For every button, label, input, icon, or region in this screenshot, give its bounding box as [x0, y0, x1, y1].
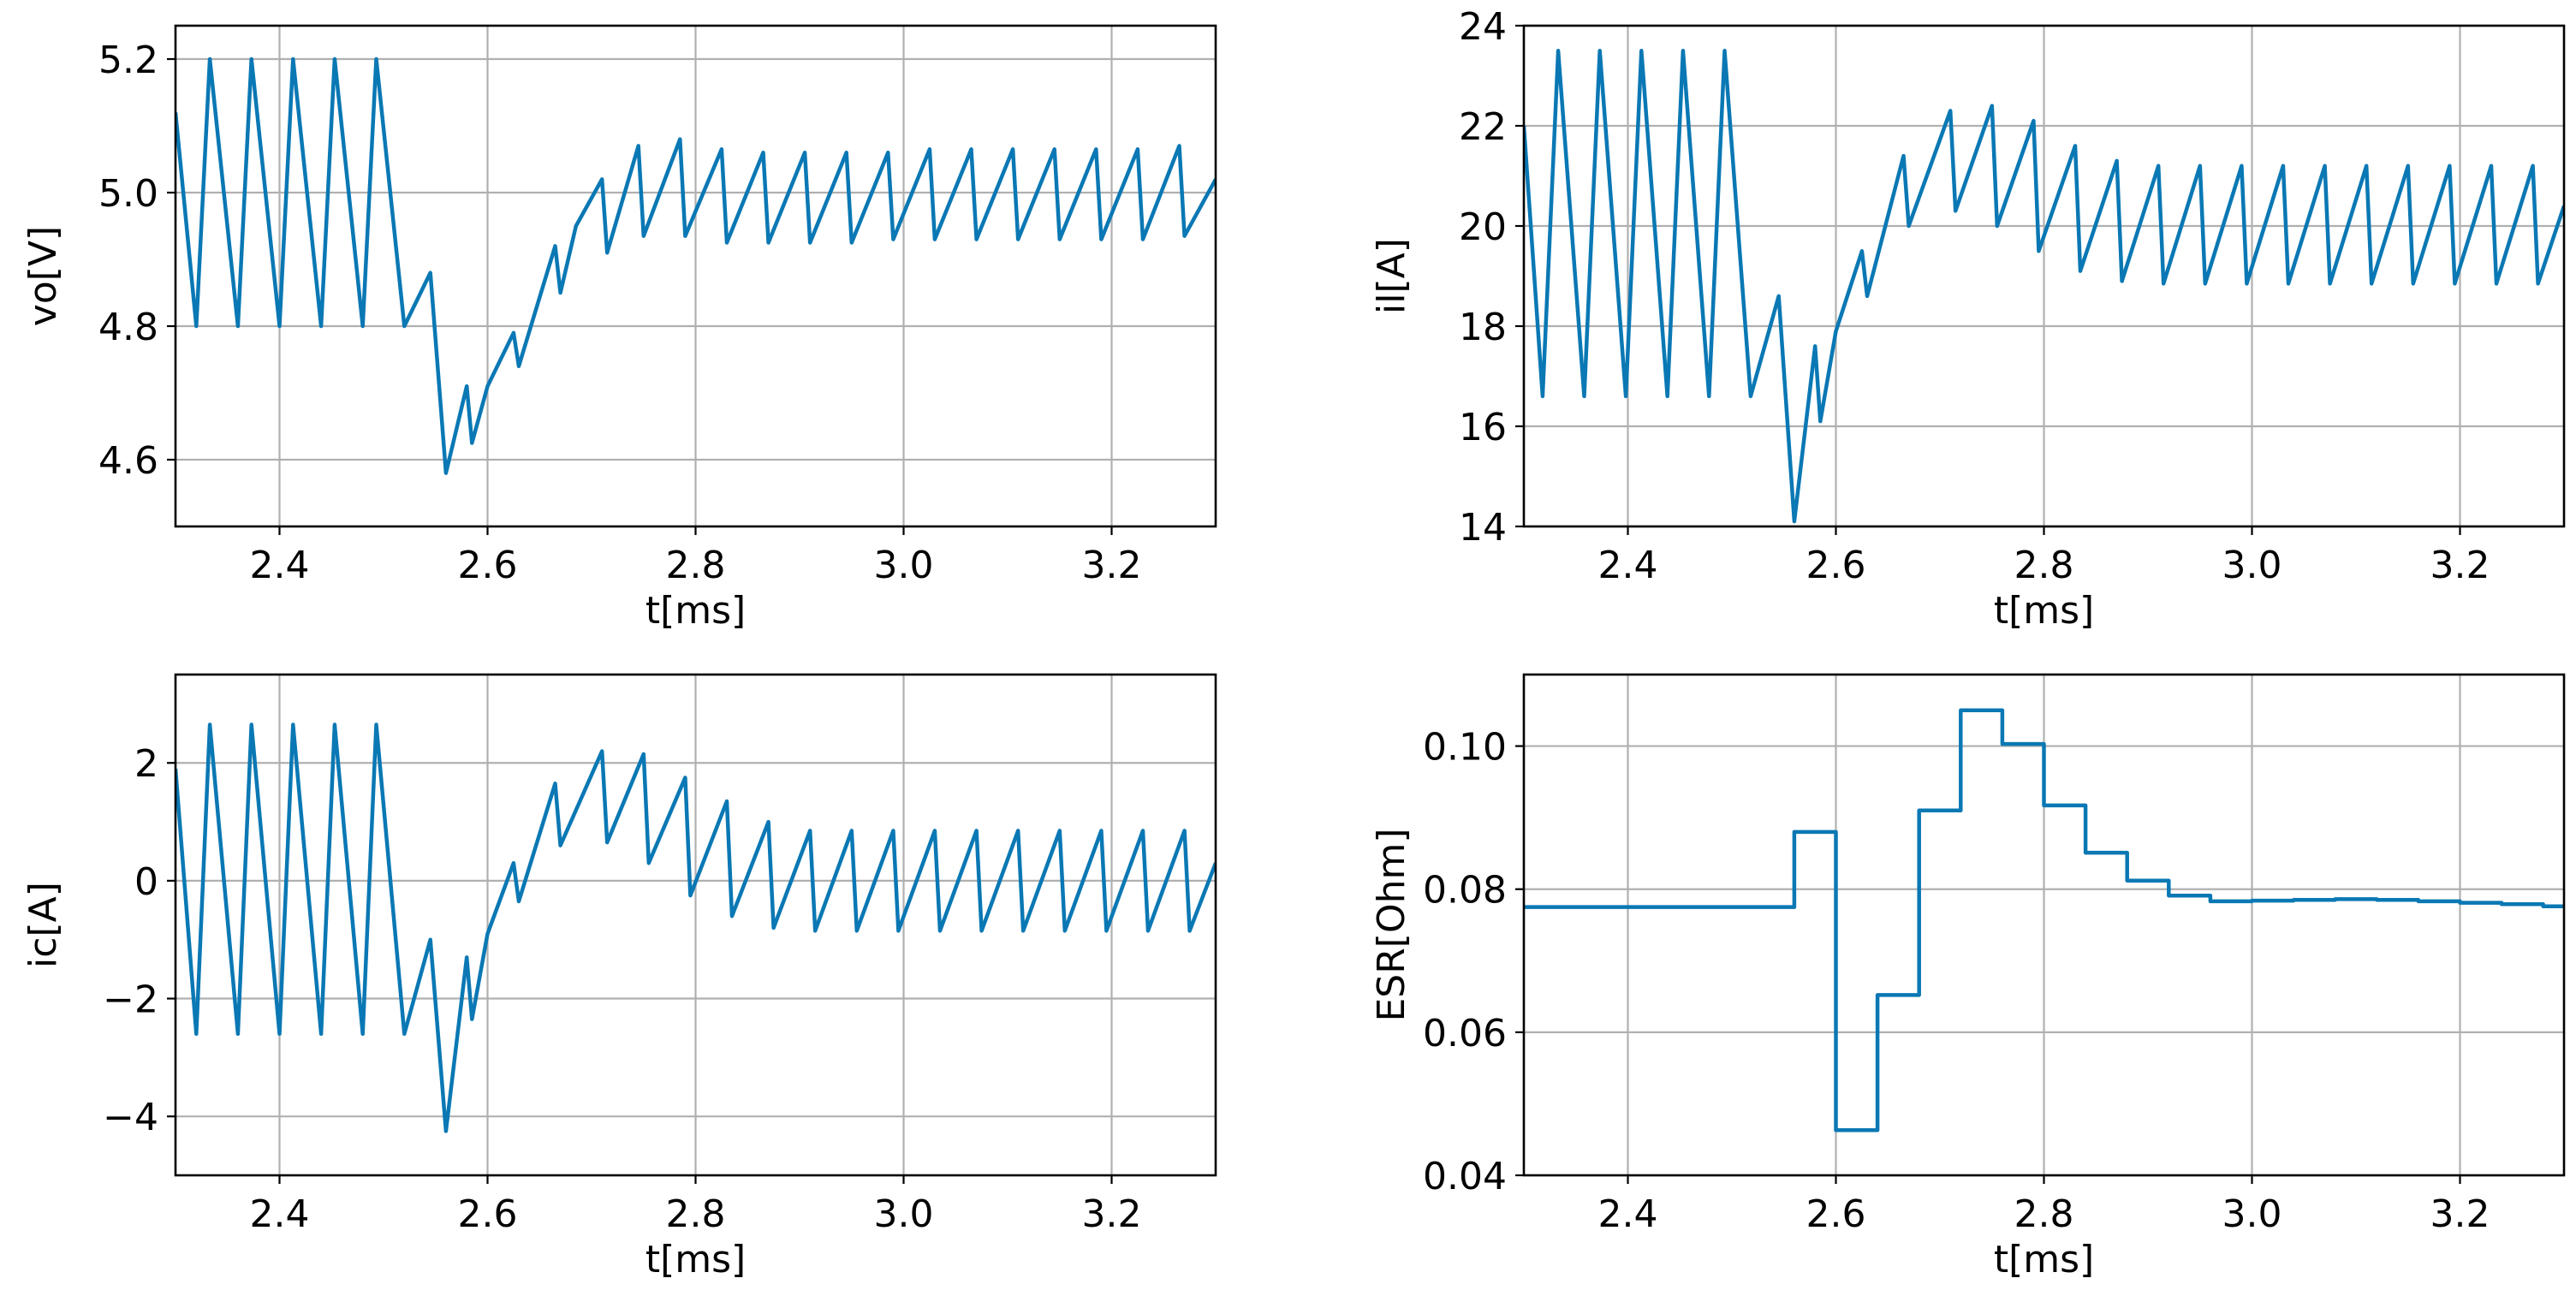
x-tick-label: 3.2 — [2430, 544, 2490, 587]
chart-ic: 2.4 2.6 2.8 3.0 3.2 −4 −2 0 2 t[ms] ic[A] — [21, 673, 1217, 1281]
axes-frame — [1522, 24, 2566, 528]
x-tick-label: 3.2 — [2430, 1192, 2490, 1236]
y-tick-label: 5.2 — [98, 39, 158, 82]
x-tick-label: 2.8 — [666, 1192, 726, 1236]
x-tick-label: 2.4 — [250, 544, 310, 587]
x-tick-label: 2.6 — [458, 544, 518, 587]
y-tick-label: −4 — [103, 1096, 158, 1139]
x-tick-label: 2.6 — [1806, 1192, 1866, 1236]
x-tick-label: 3.0 — [2222, 544, 2282, 587]
x-tick-label: 2.8 — [666, 544, 726, 587]
y-tick-label: 14 — [1459, 506, 1507, 550]
x-tick-label: 2.6 — [1806, 544, 1866, 587]
y-axis-label: il[A] — [1370, 238, 1413, 314]
axes-frame — [174, 673, 1217, 1177]
y-tick-label: 20 — [1459, 205, 1507, 249]
x-tick-label: 3.0 — [874, 544, 934, 587]
x-axis-label: t[ms] — [645, 1238, 746, 1281]
x-axis-label: t[ms] — [1994, 589, 2094, 633]
x-axis-label: t[ms] — [645, 589, 746, 633]
chart-esr: 2.4 2.6 2.8 3.0 3.2 0.04 0.06 0.08 0.10 t[ms] ESR[… — [1370, 673, 2566, 1281]
y-axis-label: ic[A] — [21, 882, 65, 968]
y-tick-label: 0 — [134, 860, 158, 904]
y-tick-label: −2 — [103, 978, 158, 1022]
series-line-ESR — [1524, 708, 2564, 1133]
series-line-il — [1524, 49, 2564, 524]
y-tick-label: 0.08 — [1423, 869, 1507, 913]
y-tick-label: 16 — [1459, 406, 1507, 449]
x-tick-label: 3.2 — [1082, 544, 1142, 587]
chart-il: 2.4 2.6 2.8 3.0 3.2 14 16 18 20 22 24 t[ms] il[A] — [1370, 5, 2566, 633]
y-tick-label: 2 — [134, 742, 158, 786]
x-tick-label: 3.2 — [1082, 1192, 1142, 1236]
x-tick-label: 3.0 — [2222, 1192, 2282, 1236]
y-axis-label: vo[V] — [21, 226, 65, 326]
x-tick-label: 2.4 — [1598, 544, 1658, 587]
y-tick-label: 4.6 — [98, 439, 158, 483]
x-tick-label: 2.8 — [2014, 544, 2074, 587]
y-axis-label: ESR[Ohm] — [1370, 828, 1413, 1021]
series-line-vo — [176, 56, 1216, 475]
y-tick-label: 24 — [1459, 5, 1507, 49]
x-tick-label: 2.8 — [2014, 1192, 2074, 1236]
x-tick-label: 2.6 — [458, 1192, 518, 1236]
x-axis-label: t[ms] — [1994, 1238, 2094, 1281]
x-tick-label: 2.4 — [250, 1192, 310, 1236]
axes-frame — [174, 24, 1217, 528]
y-tick-label: 0.06 — [1423, 1012, 1507, 1055]
series-line-ic — [176, 722, 1216, 1133]
chart-vo: 2.4 2.6 2.8 3.0 3.2 4.6 4.8 5.0 5.2 t[ms] vo[V] — [21, 24, 1217, 633]
y-tick-label: 0.04 — [1423, 1155, 1507, 1198]
axes-frame — [1522, 673, 2566, 1177]
y-tick-label: 5.0 — [98, 172, 158, 216]
y-tick-label: 22 — [1459, 105, 1507, 149]
y-tick-label: 4.8 — [98, 306, 158, 349]
y-tick-label: 0.10 — [1423, 726, 1507, 770]
y-tick-label: 18 — [1459, 306, 1507, 349]
x-tick-label: 3.0 — [874, 1192, 934, 1236]
x-tick-label: 2.4 — [1598, 1192, 1658, 1236]
